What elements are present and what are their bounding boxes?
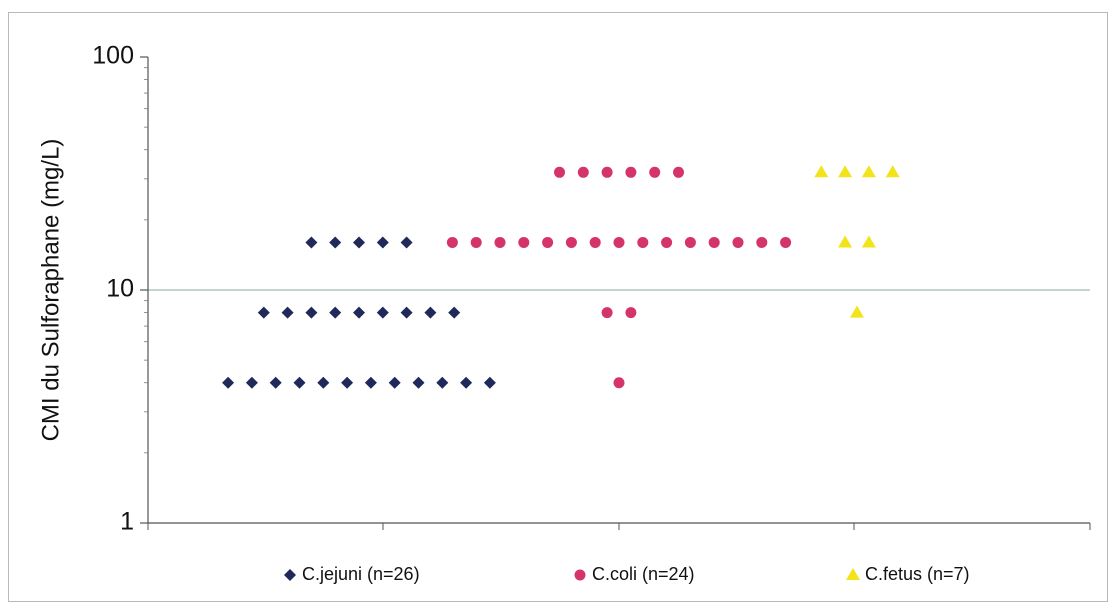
data-point-circle [673,166,684,178]
data-point-diamond [329,306,342,319]
data-point-diamond [436,376,449,389]
data-point-diamond [460,376,473,389]
data-point-circle [518,236,530,248]
data-point-circle [649,166,661,178]
data-point-diamond [353,236,365,249]
data-point-circle [780,236,792,248]
data-point-diamond [353,306,365,319]
legend-label: C.fetus (n=7) [865,564,970,584]
data-point-circle [470,236,482,248]
data-point-circle [601,307,613,319]
data-point-diamond [329,236,342,249]
legend-marker-circle [574,569,586,581]
data-point-diamond [293,376,306,389]
data-point-circle [554,166,565,178]
legend-marker-diamond [284,569,296,581]
data-point-diamond [305,306,318,319]
data-point-diamond [412,376,425,389]
data-point-circle [589,236,601,248]
data-point-triangle [838,235,853,248]
data-markers [222,165,900,389]
data-point-diamond [376,306,389,319]
data-point-diamond [257,306,270,319]
legend-marker-triangle [846,568,860,580]
y-tick-label: 10 [106,275,134,303]
data-point-diamond [281,306,294,319]
data-point-circle [494,236,506,248]
data-point-diamond [222,376,235,389]
data-point-diamond [305,236,318,249]
data-point-diamond [424,306,437,319]
y-axis-title: CMI du Sulforaphane (mg/L) [37,139,64,442]
data-point-circle [565,236,577,248]
y-tick-label: 1 [120,508,134,536]
legend-label: C.coli (n=24) [592,564,695,584]
data-point-circle [446,236,458,248]
data-point-circle [756,236,768,248]
data-point-triangle [861,235,876,248]
data-point-circle [625,307,637,319]
data-point-triangle [885,165,900,178]
data-point-circle [661,236,673,248]
data-point-diamond [448,306,461,319]
data-point-circle [613,377,625,389]
data-point-circle [542,236,554,248]
data-point-circle [684,236,696,248]
data-point-diamond [317,376,330,389]
data-point-diamond [341,376,354,389]
data-point-circle [625,166,637,178]
axes [147,57,1091,530]
data-point-circle [637,236,649,248]
chart-frame [8,12,1108,602]
legend: C.jejuni (n=26) C.coli (n=24) C.fetus (n=7… [284,564,970,584]
data-point-diamond [376,236,389,249]
data-point-diamond [269,376,282,389]
data-point-diamond [483,376,496,389]
data-point-circle [708,236,720,248]
data-point-diamond [388,376,401,389]
data-point-diamond [364,376,377,389]
data-point-triangle [850,305,864,318]
data-point-triangle [814,165,829,178]
legend-label: C.jejuni (n=26) [302,564,420,584]
data-point-circle [577,166,589,178]
data-point-circle [732,236,744,248]
data-point-circle [601,166,613,178]
data-point-triangle [861,165,876,178]
data-point-diamond [400,236,413,249]
data-point-triangle [838,165,853,178]
data-point-diamond [400,306,413,319]
y-ticks: 1 10 100 [92,42,148,536]
y-tick-label: 100 [92,42,134,70]
data-point-circle [613,236,625,248]
data-point-diamond [245,376,258,389]
